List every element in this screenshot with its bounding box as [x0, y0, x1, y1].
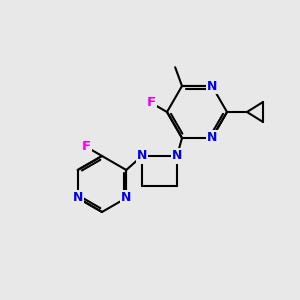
Text: N: N — [137, 149, 147, 163]
Text: F: F — [147, 97, 156, 110]
Text: N: N — [73, 191, 83, 205]
Text: F: F — [82, 140, 91, 154]
Text: N: N — [207, 80, 217, 92]
Text: N: N — [172, 149, 182, 163]
Text: N: N — [207, 131, 217, 145]
Text: N: N — [121, 191, 131, 205]
